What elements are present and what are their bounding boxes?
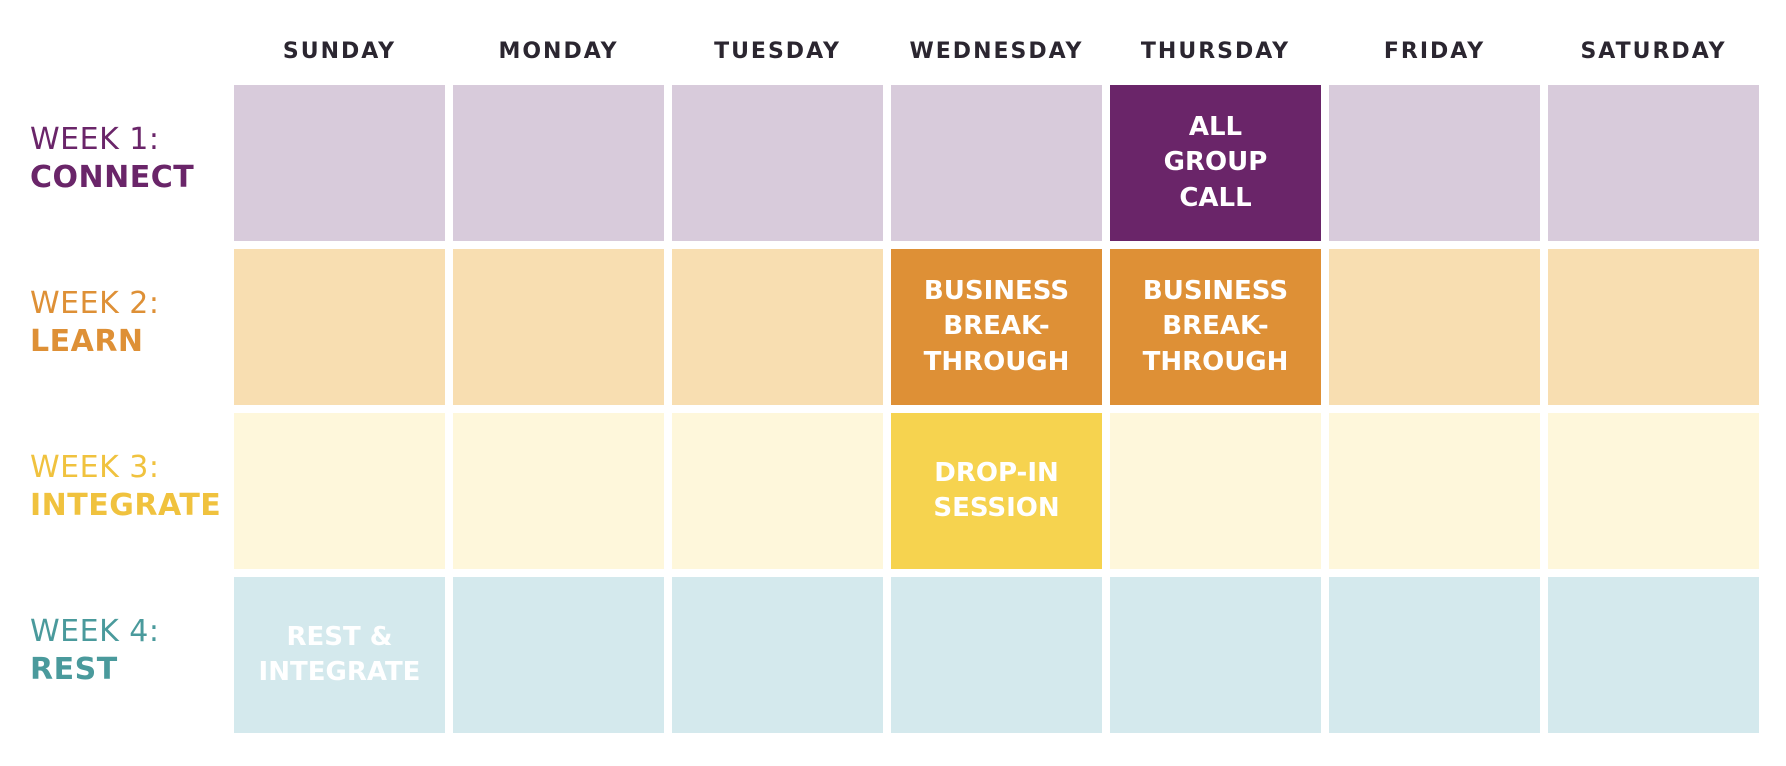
week-theme: LEARN [30,323,144,359]
day-cell-week4-friday [1329,577,1540,733]
day-cell-week2-tuesday [672,249,883,405]
day-cell-week1-tuesday [672,85,883,241]
day-cell-week1-friday [1329,85,1540,241]
day-header-friday: FRIDAY [1383,38,1486,64]
day-cell-week2-saturday [1548,249,1759,405]
day-cell-week1-saturday [1548,85,1759,241]
event-cell-week2-wednesday: BUSINESS BREAK- THROUGH [891,249,1102,405]
day-cell-week4-wednesday [891,577,1102,733]
day-cell-week4-thursday [1110,577,1321,733]
event-cell-week4-sunday: REST & INTEGRATE [234,577,445,733]
week-number: WEEK 2: [30,286,160,321]
day-cell-week1-sunday [234,85,445,241]
day-cell-week1-monday [453,85,664,241]
week-label-1: WEEK 1: CONNECT [30,121,230,196]
day-cell-week2-friday [1329,249,1540,405]
day-header-sunday: SUNDAY [282,38,397,64]
day-cell-week3-saturday [1548,413,1759,569]
day-cell-week2-monday [453,249,664,405]
day-cell-week4-saturday [1548,577,1759,733]
week-number: WEEK 4: [30,614,160,649]
event-cell-week1-thursday: ALL GROUP CALL [1110,85,1321,241]
week-label-2: WEEK 2: LEARN [30,285,230,360]
day-header-wednesday: WEDNESDAY [909,38,1084,64]
week-theme: REST [30,651,118,687]
day-header-monday: MONDAY [498,38,619,64]
day-header-saturday: SATURDAY [1580,38,1727,64]
week-theme: CONNECT [30,159,195,195]
day-header-tuesday: TUESDAY [714,38,841,64]
week-label-3: WEEK 3: INTEGRATE [30,449,230,524]
week-theme: INTEGRATE [30,487,222,523]
event-cell-week2-thursday: BUSINESS BREAK- THROUGH [1110,249,1321,405]
day-cell-week2-sunday [234,249,445,405]
week-label-4: WEEK 4: REST [30,613,230,688]
day-cell-week1-wednesday [891,85,1102,241]
day-cell-week4-monday [453,577,664,733]
week-number: WEEK 3: [30,450,160,485]
day-cell-week3-tuesday [672,413,883,569]
day-cell-week3-thursday [1110,413,1321,569]
day-cell-week3-sunday [234,413,445,569]
day-cell-week3-monday [453,413,664,569]
day-cell-week4-tuesday [672,577,883,733]
day-header-thursday: THURSDAY [1140,38,1291,64]
week-number: WEEK 1: [30,122,160,157]
day-cell-week3-friday [1329,413,1540,569]
event-cell-week3-wednesday: DROP-IN SESSION [891,413,1102,569]
